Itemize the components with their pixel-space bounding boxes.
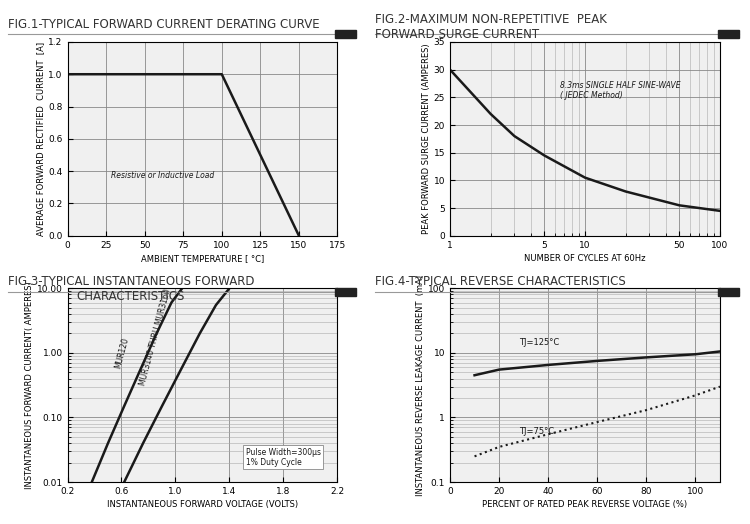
Text: FIG.1-TYPICAL FORWARD CURRENT DERATING CURVE: FIG.1-TYPICAL FORWARD CURRENT DERATING C… (8, 18, 320, 31)
Text: FIG.4-TYPICAL REVERSE CHARACTERISTICS: FIG.4-TYPICAL REVERSE CHARACTERISTICS (375, 275, 626, 288)
Text: MUR3140 THRU MUR3160: MUR3140 THRU MUR3160 (138, 288, 172, 387)
X-axis label: AMBIENT TEMPERATURE [ °C]: AMBIENT TEMPERATURE [ °C] (141, 254, 264, 263)
Y-axis label: INSTANTANEOUS REVERSE LEAKAGE CURRENT  (mA): INSTANTANEOUS REVERSE LEAKAGE CURRENT (m… (416, 275, 425, 496)
Text: Resistive or Inductive Load: Resistive or Inductive Load (111, 171, 214, 180)
Text: MUR120: MUR120 (113, 336, 130, 369)
Text: TJ=75°C: TJ=75°C (519, 427, 554, 436)
Text: Pulse Width=300μs
1% Duty Cycle: Pulse Width=300μs 1% Duty Cycle (246, 448, 321, 467)
Text: TJ=125°C: TJ=125°C (519, 339, 559, 347)
Y-axis label: PEAK FORWARD SURGE CURRENT (AMPERES): PEAK FORWARD SURGE CURRENT (AMPERES) (422, 43, 430, 234)
X-axis label: INSTANTANEOUS FORWARD VOLTAGE (VOLTS): INSTANTANEOUS FORWARD VOLTAGE (VOLTS) (107, 500, 298, 509)
X-axis label: NUMBER OF CYCLES AT 60Hz: NUMBER OF CYCLES AT 60Hz (524, 254, 646, 263)
Y-axis label: AVERAGE FORWARD RECTIFIED  CURRENT  [A]: AVERAGE FORWARD RECTIFIED CURRENT [A] (37, 42, 46, 236)
X-axis label: PERCENT OF RATED PEAK REVERSE VOLTAGE (%): PERCENT OF RATED PEAK REVERSE VOLTAGE (%… (482, 500, 688, 509)
Text: FIG.3-TYPICAL INSTANTANEOUS FORWARD
CHARACTERISTICS: FIG.3-TYPICAL INSTANTANEOUS FORWARD CHAR… (8, 275, 254, 303)
Text: 8.3ms SINGLE HALF SINE-WAVE
( JEDEC Method): 8.3ms SINGLE HALF SINE-WAVE ( JEDEC Meth… (560, 81, 680, 100)
Y-axis label: INSTANTANEOUS FORWARD CURRENT( AMPERES): INSTANTANEOUS FORWARD CURRENT( AMPERES) (25, 281, 34, 489)
Text: FIG.2-MAXIMUM NON-REPETITIVE  PEAK
FORWARD SURGE CURRENT: FIG.2-MAXIMUM NON-REPETITIVE PEAK FORWAR… (375, 13, 607, 41)
